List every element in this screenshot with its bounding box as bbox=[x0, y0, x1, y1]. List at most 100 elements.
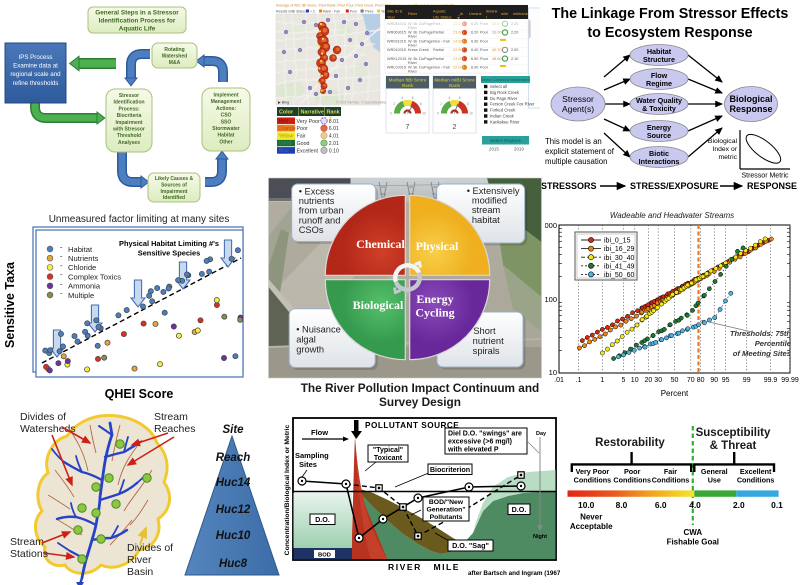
svg-text:Regime: Regime bbox=[646, 79, 672, 88]
svg-text:WR012015: WR012015 bbox=[387, 48, 406, 52]
svg-text:Big Rock Creek: Big Rock Creek bbox=[490, 90, 520, 95]
svg-text:!: ! bbox=[463, 57, 464, 61]
svg-text:6.01: 6.01 bbox=[329, 126, 339, 132]
svg-text:Watershed: Watershed bbox=[162, 54, 187, 60]
svg-text:24.50: 24.50 bbox=[453, 39, 463, 43]
svg-text:Du Page River: Du Page River bbox=[490, 96, 518, 101]
svg-text:stream: stream bbox=[467, 205, 501, 215]
svg-text:Impairment: Impairment bbox=[161, 189, 188, 195]
svg-text:Unmeasured factor limiting at: Unmeasured factor limiting at many sites bbox=[49, 214, 230, 225]
svg-text:Median fIBI Score: Median fIBI Score bbox=[389, 78, 427, 83]
svg-text:2019: 2019 bbox=[514, 147, 524, 152]
svg-text:Implement: Implement bbox=[213, 93, 238, 99]
svg-text:42.70: 42.70 bbox=[492, 48, 502, 52]
svg-text:Life Status: Life Status bbox=[433, 15, 451, 20]
svg-text:Divides of: Divides of bbox=[127, 542, 173, 554]
svg-text:Sampling: Sampling bbox=[295, 451, 329, 460]
svg-text:8.01: 8.01 bbox=[329, 119, 339, 125]
svg-text:4.0: 4.0 bbox=[689, 500, 701, 510]
svg-text:Fair: Fair bbox=[297, 134, 306, 140]
svg-text:© 2023 TomTom, © OpenStreetMap: © 2023 TomTom, © OpenStreetMap contribut… bbox=[336, 101, 405, 105]
svg-text:D.O. "Sag": D.O. "Sag" bbox=[452, 541, 489, 550]
svg-text:from urban: from urban bbox=[299, 206, 344, 216]
svg-text:Actions:: Actions: bbox=[216, 106, 236, 112]
svg-text:!: ! bbox=[463, 48, 464, 52]
svg-text:growth: growth bbox=[296, 345, 324, 355]
svg-text:50: 50 bbox=[671, 377, 679, 384]
svg-text:Chemical: Chemical bbox=[356, 237, 405, 251]
svg-text:99.9: 99.9 bbox=[764, 377, 778, 384]
svg-text:Identification: Identification bbox=[113, 100, 144, 106]
svg-text:Color: Color bbox=[279, 110, 294, 116]
svg-text:Management: Management bbox=[211, 99, 242, 105]
svg-text:Other: Other bbox=[219, 139, 232, 145]
svg-text:SSO: SSO bbox=[221, 119, 232, 125]
svg-text:99: 99 bbox=[743, 377, 751, 384]
svg-text:Biological: Biological bbox=[708, 138, 738, 145]
svg-text:2.20: 2.20 bbox=[511, 31, 518, 35]
svg-text:of Meeting Sites: of Meeting Sites bbox=[733, 349, 791, 358]
svg-text:6.20: 6.20 bbox=[471, 31, 478, 35]
svg-text:-: - bbox=[60, 270, 63, 279]
svg-text:Conditions: Conditions bbox=[652, 476, 690, 485]
svg-text:Narrative: Narrative bbox=[301, 110, 324, 116]
svg-text:Stressor: Stressor bbox=[562, 94, 594, 104]
svg-text:5: 5 bbox=[621, 377, 625, 384]
svg-text:after Bartsch and Ingram (1967: after Bartsch and Ingram (1967) bbox=[468, 570, 560, 577]
svg-text:2.00: 2.00 bbox=[511, 48, 518, 52]
svg-text:6: 6 bbox=[459, 96, 461, 100]
svg-text:30: 30 bbox=[654, 377, 662, 384]
svg-text:regional scale and: regional scale and bbox=[10, 71, 61, 78]
svg-text:Biocriteria: Biocriteria bbox=[117, 113, 142, 119]
svg-text:Huc10: Huc10 bbox=[216, 530, 251, 542]
svg-text:Partial: Partial bbox=[433, 31, 444, 35]
svg-text:& Threat: & Threat bbox=[710, 440, 757, 452]
svg-text:Interactions: Interactions bbox=[639, 157, 680, 166]
svg-text:Identification Process for: Identification Process for bbox=[99, 18, 176, 25]
svg-text:Excellent: Excellent bbox=[297, 148, 319, 154]
svg-text:Fair: Fair bbox=[664, 467, 677, 476]
svg-text:Aquatic: Aquatic bbox=[433, 9, 446, 14]
svg-text:Poor: Poor bbox=[480, 66, 489, 70]
svg-text:23.00: 23.00 bbox=[453, 57, 463, 61]
svg-text:Percentile: Percentile bbox=[755, 339, 792, 348]
svg-text:nutrient: nutrient bbox=[468, 336, 505, 346]
svg-text:70: 70 bbox=[687, 377, 695, 384]
svg-text:Energy: Energy bbox=[647, 123, 671, 132]
svg-text:Sensitive Species: Sensitive Species bbox=[138, 249, 200, 258]
svg-text:Good: Good bbox=[279, 141, 292, 147]
svg-text:Rank - Fair: Rank - Fair bbox=[323, 10, 341, 14]
svg-text:Forked Creek: Forked Creek bbox=[490, 108, 516, 113]
svg-text:W. Br. DuPage: W. Br. DuPage bbox=[408, 39, 433, 43]
svg-text:Poor: Poor bbox=[480, 22, 489, 26]
svg-text:t: t bbox=[486, 15, 488, 20]
svg-text:2.01: 2.01 bbox=[329, 141, 339, 147]
svg-text:1: 1 bbox=[600, 377, 604, 384]
svg-text:Acceptable: Acceptable bbox=[570, 522, 613, 531]
svg-text:Flow: Flow bbox=[311, 428, 328, 437]
svg-text:• Extensively: • Extensively bbox=[467, 186, 520, 196]
svg-text:Energy: Energy bbox=[416, 292, 453, 306]
svg-text:Watersheds: Watersheds bbox=[20, 423, 76, 435]
svg-text:Reaches: Reaches bbox=[154, 423, 195, 435]
svg-text:-: - bbox=[60, 252, 63, 261]
svg-text:Partial: Partial bbox=[433, 48, 444, 52]
svg-text:ibi_50_60: ibi_50_60 bbox=[604, 272, 634, 279]
svg-text:WR031015: WR031015 bbox=[387, 39, 406, 43]
svg-text:Site ID &: Site ID & bbox=[387, 9, 403, 14]
svg-text:ibi_0_15: ibi_0_15 bbox=[604, 238, 631, 245]
svg-text:-: - bbox=[60, 289, 63, 298]
svg-text:!: ! bbox=[463, 40, 464, 44]
svg-text:Three: Three bbox=[365, 10, 374, 14]
svg-text:Stream: Stream bbox=[10, 536, 44, 548]
svg-text:!: ! bbox=[463, 22, 464, 26]
svg-text:Biocriterion: Biocriterion bbox=[430, 465, 470, 474]
svg-text:W. Br. DuPage: W. Br. DuPage bbox=[408, 31, 433, 35]
svg-text:spirals: spirals bbox=[468, 346, 500, 356]
svg-text:WR063015: WR063015 bbox=[387, 31, 406, 35]
svg-text:-: - bbox=[60, 279, 63, 288]
svg-text:Rank: Rank bbox=[402, 83, 414, 88]
svg-text:mibirank: mibirank bbox=[513, 11, 528, 16]
svg-text:Diel D.O. "swings" are: Diel D.O. "swings" are bbox=[448, 430, 522, 437]
svg-text:Identified: Identified bbox=[163, 195, 185, 201]
